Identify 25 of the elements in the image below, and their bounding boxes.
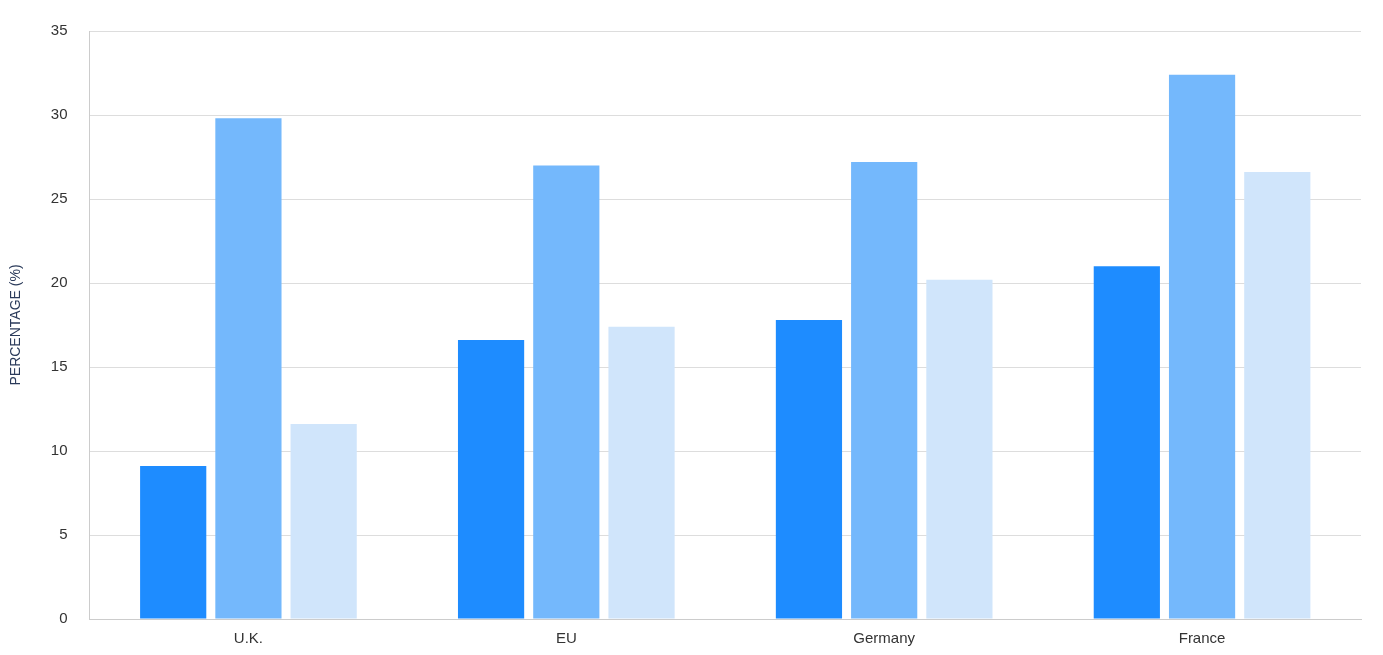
bar: [851, 162, 918, 619]
x-tick-label: EU: [555, 629, 577, 647]
y-tick-label: 5: [59, 525, 68, 543]
y-tick-label: 15: [50, 357, 68, 375]
y-tick-label: 10: [50, 441, 68, 459]
y-tick-label: 25: [50, 189, 68, 207]
bar: [775, 319, 843, 619]
bar: [457, 340, 525, 619]
bar: [926, 279, 993, 619]
y-tick-label: 30: [50, 105, 68, 123]
bar: [1168, 74, 1236, 619]
y-tick-label: 0: [59, 609, 68, 627]
y-tick-label: 20: [50, 273, 68, 291]
bar: [533, 165, 600, 619]
bar: [140, 466, 207, 619]
y-axis-title: PERCENTAGE (%): [7, 264, 24, 386]
bar: [1244, 172, 1311, 619]
x-tick-label: France: [1178, 629, 1226, 647]
x-tick-label: U.K.: [233, 629, 264, 647]
x-tick-label: Germany: [853, 629, 916, 647]
y-tick-label: 35: [50, 21, 68, 39]
bar: [290, 424, 357, 619]
bar: [1093, 266, 1160, 619]
bar: [215, 118, 282, 619]
bar: [608, 326, 675, 619]
